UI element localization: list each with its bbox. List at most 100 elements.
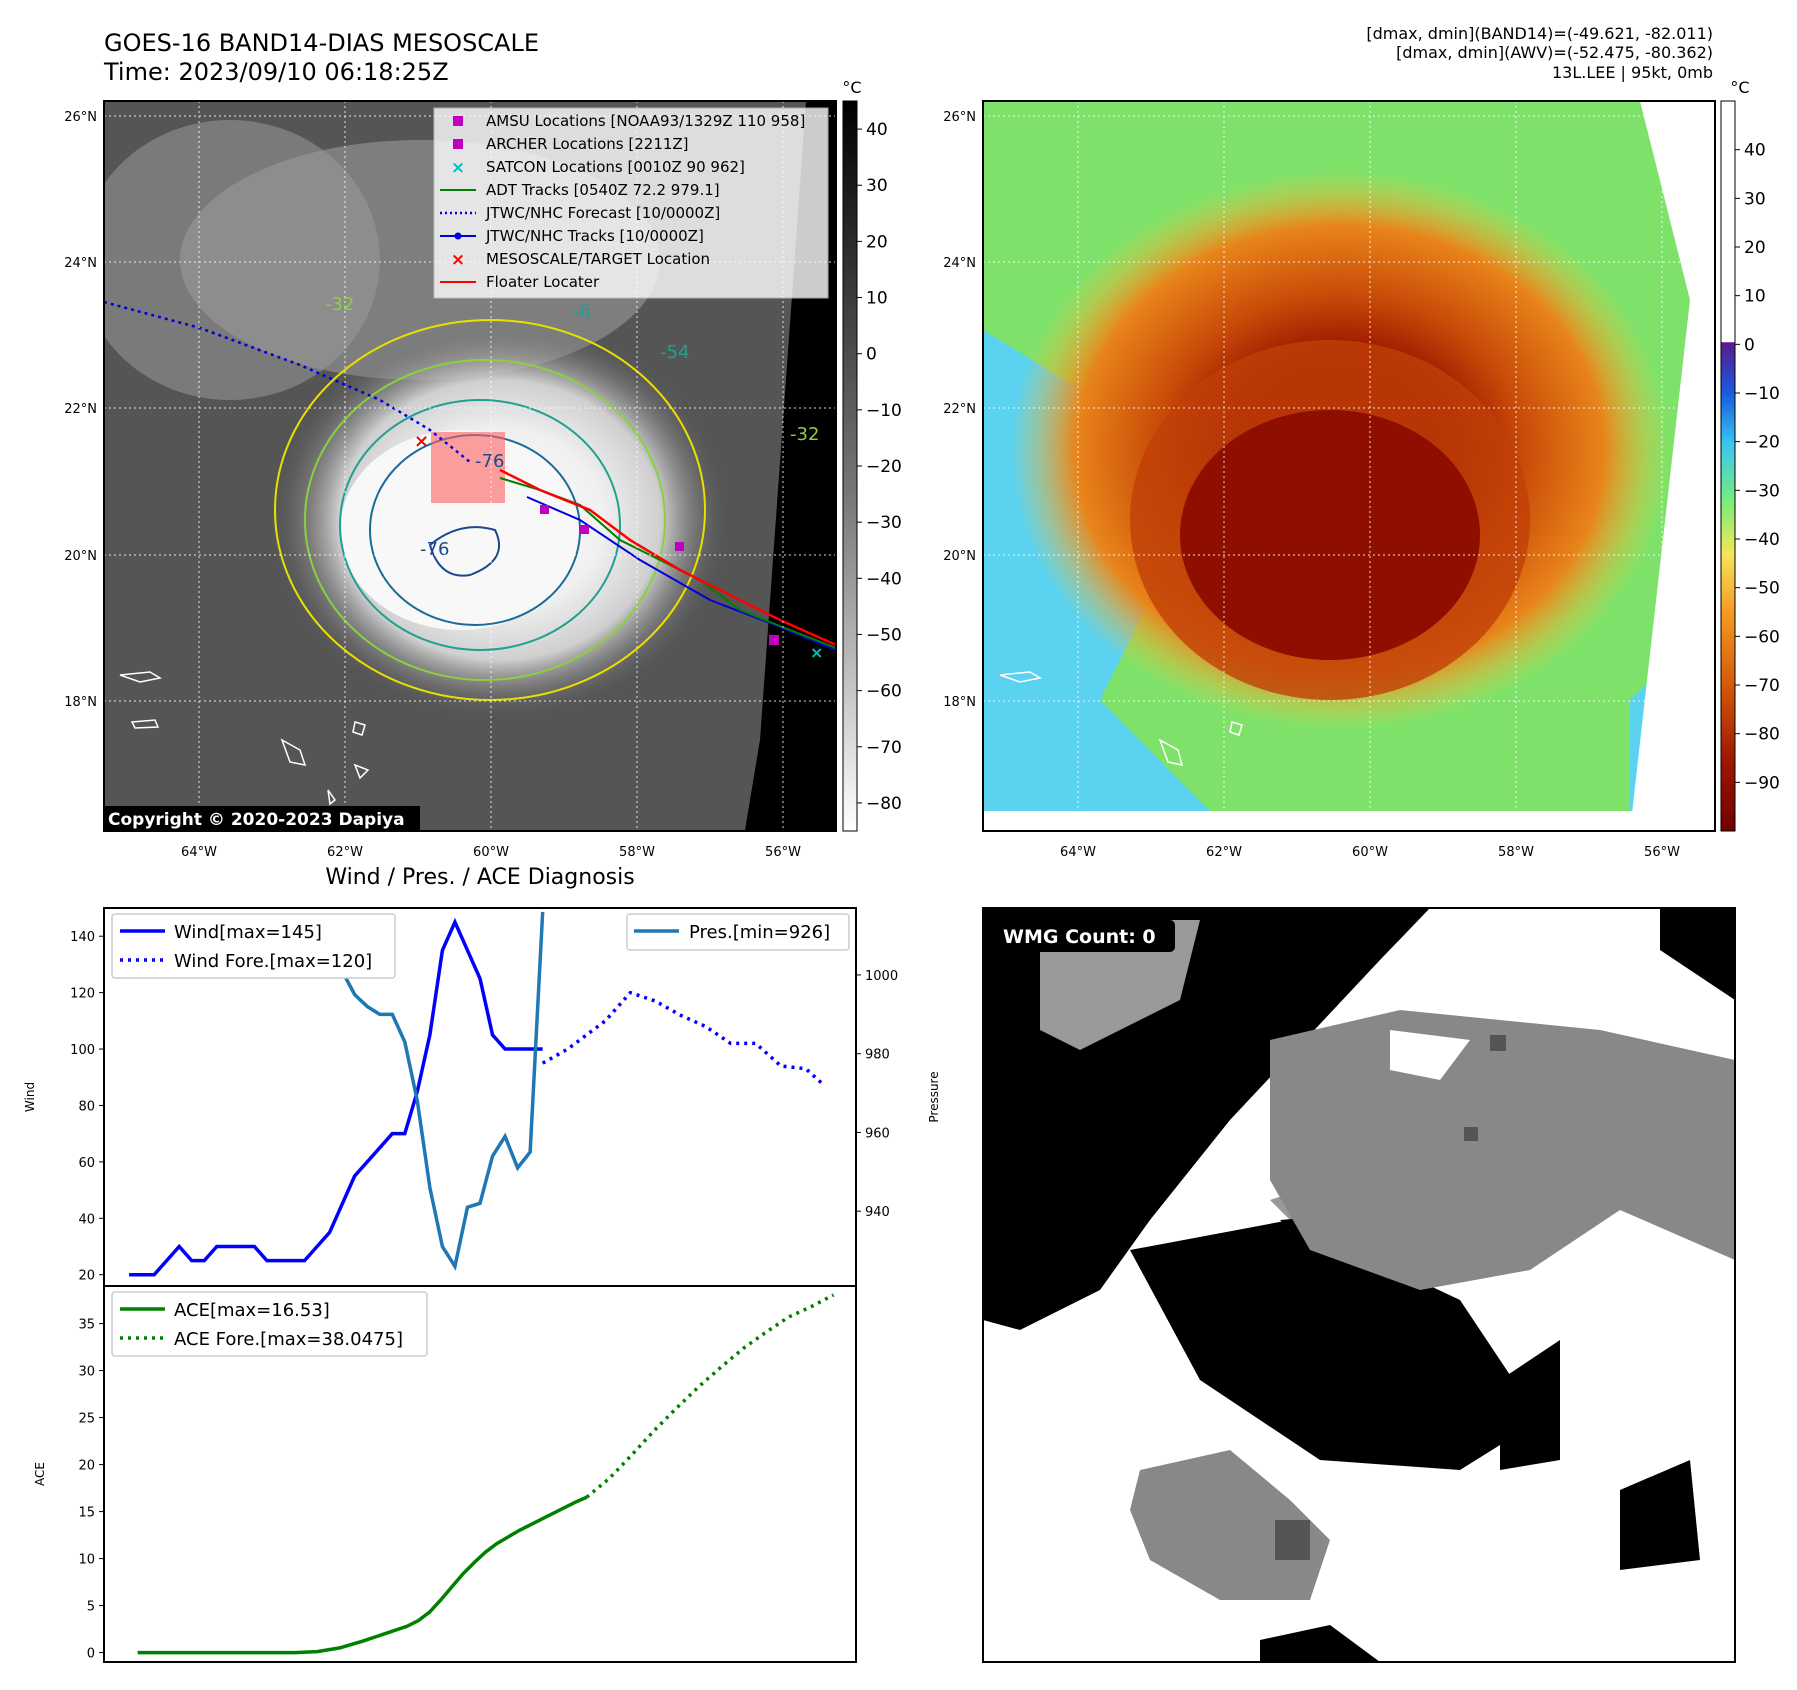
ace-series-line-1 xyxy=(585,1293,835,1499)
y-tick: 35 xyxy=(78,1318,95,1333)
ace-legend: ACE[max=16.53] ACE Fore.[max=38.0475] xyxy=(111,1291,428,1357)
colorbar-tick: 10 xyxy=(1744,287,1766,307)
y-tick-right: 1000 xyxy=(865,969,898,984)
legend-item: AMSU Locations [NOAA93/1329Z 110 958] xyxy=(453,112,805,130)
wind-legend: Wind[max=145] Wind Fore.[max=120] xyxy=(111,913,396,979)
colorbar-tick: −20 xyxy=(866,457,902,477)
legend-label: JTWC/NHC Forecast [10/0000Z] xyxy=(485,204,720,222)
colorbar-tick: 0 xyxy=(866,345,877,365)
y-tick: 30 xyxy=(78,1365,95,1380)
colorbar-tick: 40 xyxy=(866,120,888,140)
legend-label: MESOSCALE/TARGET Location xyxy=(486,250,710,268)
wmg-black-region xyxy=(1130,1220,1540,1470)
legend-item: JTWC/NHC Forecast [10/0000Z] xyxy=(440,204,720,222)
band14-frame xyxy=(103,100,837,832)
y-tick: 40 xyxy=(78,1212,95,1227)
series-line-0 xyxy=(129,917,543,1277)
lon-tick: 62°W xyxy=(327,845,363,860)
awv-frame xyxy=(982,100,1716,832)
awv-colorbar: °C 40 30 20 10 0 −10 −20 −30 −40 −50 −60 −70 −80 −90 xyxy=(1720,78,1780,832)
wind-pressure-chart: 140 120 100 80 60 40 20 1000 980 960 940 Wind Pres… xyxy=(23,907,941,1287)
y-tick: 25 xyxy=(78,1412,95,1427)
colorbar-tick: −10 xyxy=(866,401,902,421)
legend-label: ARCHER Locations [2211Z] xyxy=(486,135,689,153)
y-tick: 100 xyxy=(70,1043,95,1058)
lat-tick: 22°N xyxy=(64,402,97,417)
legend-item: × MESOSCALE/TARGET Location xyxy=(451,250,710,270)
colorbar-tick: −10 xyxy=(1744,384,1780,404)
band14-map-panel: × × -76 -76 -54 -32 -32 -6 xyxy=(64,78,902,860)
stats-band14: [dmax, dmin](BAND14)=(-49.621, -82.011) xyxy=(1366,24,1713,43)
legend-item: ARCHER Locations [2211Z] xyxy=(453,135,689,153)
colorbar-tick: −80 xyxy=(866,794,902,814)
legend-label: Wind[max=145] xyxy=(174,922,322,943)
lat-tick: 18°N xyxy=(943,695,976,710)
wind-axis-label: Wind xyxy=(23,1082,37,1112)
colorbar-unit: °C xyxy=(1730,78,1749,97)
colorbar-tick: −50 xyxy=(1744,579,1780,599)
contour-label: -32 xyxy=(325,294,354,315)
lat-tick: 20°N xyxy=(64,549,97,564)
colorbar-tick: 20 xyxy=(1744,238,1766,258)
pressure-axis-label: Pressure xyxy=(927,1071,941,1122)
awv-core xyxy=(1180,410,1480,660)
amsu-marker xyxy=(769,635,779,645)
amsu-marker xyxy=(540,505,549,514)
figure-time: Time: 2023/09/10 06:18:25Z xyxy=(103,58,449,86)
lon-tick: 56°W xyxy=(765,845,801,860)
legend-item: ADT Tracks [0540Z 72.2 979.1] xyxy=(440,181,720,199)
lon-tick: 60°W xyxy=(473,845,509,860)
contour-yellow xyxy=(274,319,706,701)
contour-inner xyxy=(428,526,500,577)
contour-label: -76 xyxy=(475,451,504,472)
lat-tick: 22°N xyxy=(943,402,976,417)
legend-label: ACE Fore.[max=38.0475] xyxy=(174,1329,403,1350)
archer-marker xyxy=(580,525,589,534)
legend-label: ACE[max=16.53] xyxy=(174,1300,330,1321)
lat-tick: 24°N xyxy=(64,256,97,271)
legend-marker xyxy=(453,139,463,149)
legend-label: ADT Tracks [0540Z 72.2 979.1] xyxy=(486,181,720,199)
wmg-gray-region xyxy=(1130,1450,1330,1600)
satcon-marker: × xyxy=(810,643,823,662)
y-tick-right: 960 xyxy=(865,1126,890,1141)
y-tick: 20 xyxy=(78,1459,95,1474)
awv-map-panel: 26°N 24°N 22°N 20°N 18°N 64°W 62°W 60°W … xyxy=(943,78,1780,860)
lon-tick: 58°W xyxy=(619,845,655,860)
wmg-label-box xyxy=(993,920,1175,952)
colorbar-tick: 10 xyxy=(866,289,888,309)
y-tick: 140 xyxy=(70,930,95,945)
legend-item: Floater Locater xyxy=(440,273,600,291)
lat-tick: 26°N xyxy=(64,110,97,125)
copyright-box xyxy=(104,806,420,831)
colorbar-tick: −60 xyxy=(1744,627,1780,647)
band14-colorbar: °C 40 30 20 10 0 −10 −20 −30 −40 −50 −60 −70 −80 xyxy=(842,78,902,832)
y-tick: 60 xyxy=(78,1156,95,1171)
wmg-count-label: WMG Count: 0 xyxy=(1003,926,1156,948)
island-outline xyxy=(119,671,163,683)
legend-label: Floater Locater xyxy=(486,273,600,291)
series-line-1 xyxy=(541,990,826,1088)
colorbar-tick: −30 xyxy=(1744,481,1780,501)
archer-marker xyxy=(675,542,684,551)
diagnosis-title: Wind / Pres. / ACE Diagnosis xyxy=(325,865,634,890)
contour-label: -6 xyxy=(573,301,591,322)
colorbar-unit: °C xyxy=(842,78,861,97)
figure-title: GOES-16 BAND14-DIAS MESOSCALE xyxy=(104,29,539,57)
floater-box xyxy=(431,432,505,503)
legend-label: SATCON Locations [0010Z 90 962] xyxy=(486,158,745,176)
stats-storm: 13L.LEE | 95kt, 0mb xyxy=(1552,63,1713,82)
colorbar-tick: −50 xyxy=(866,625,902,645)
y-tick-right: 940 xyxy=(865,1205,890,1220)
colorbar-tick: −90 xyxy=(1744,773,1780,793)
lon-tick: 64°W xyxy=(1060,845,1096,860)
target-marker: × xyxy=(414,431,429,452)
legend-marker: × xyxy=(451,158,465,178)
y-tick: 0 xyxy=(87,1647,95,1662)
ace-chart: 35 30 25 20 15 10 5 0 ACE ACE[max=16.53] ACE Fo… xyxy=(33,1285,857,1663)
legend-marker xyxy=(453,116,463,126)
contour-green xyxy=(304,359,666,681)
lon-tick: 64°W xyxy=(181,845,217,860)
colorbar-tick: −80 xyxy=(1744,725,1780,745)
contour-label: -54 xyxy=(660,342,689,363)
